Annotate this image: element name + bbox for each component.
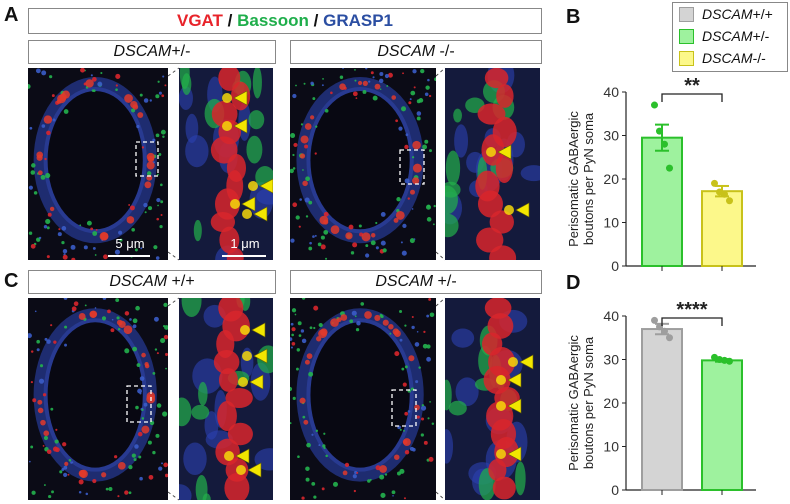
arrowhead-icon	[259, 178, 273, 194]
roi-box	[391, 389, 417, 427]
stain-title: VGAT / Bassoon / GRASP1	[28, 8, 542, 34]
micrograph-a-left-zoom	[179, 68, 273, 260]
arrowhead-icon	[253, 206, 268, 222]
chart-d: 0 10 20 30 40 Perisomatic GABAergicboutons pe…	[566, 299, 756, 498]
arrowhead-icon	[507, 446, 522, 462]
genotype-label-c-left: DSCAM +/+	[28, 270, 276, 294]
legend: DSCAM +/+ DSCAM +/- DSCAM -/-	[672, 2, 788, 72]
data-point	[651, 101, 658, 109]
arrowhead-icon	[247, 462, 262, 478]
data-point	[726, 357, 733, 365]
data-point	[721, 190, 728, 198]
data-point	[726, 197, 733, 205]
vgat-label: VGAT	[176, 11, 223, 30]
arrowhead-icon	[235, 448, 250, 464]
arrowhead-icon	[251, 322, 266, 338]
roi-box	[126, 385, 152, 423]
data-point	[661, 327, 668, 335]
arrowhead-icon	[233, 90, 248, 106]
genotype-label-a-right: DSCAM -/-	[290, 40, 542, 64]
data-point	[666, 164, 673, 172]
y-axis-label: Perisomatic GABAergicboutons per PyN som…	[566, 335, 596, 471]
data-point	[666, 334, 673, 342]
arrowhead-icon	[233, 118, 248, 134]
micrograph-c-left-zoom	[179, 298, 273, 500]
scale-label-zoom: 1 μm	[230, 236, 260, 251]
y-tick-label: 40	[603, 84, 619, 100]
roi-box	[399, 149, 425, 185]
data-point	[656, 323, 663, 331]
y-tick-label: 0	[611, 258, 619, 272]
y-tick-label: 40	[603, 308, 619, 324]
y-tick-label: 30	[603, 352, 619, 368]
arrowhead-icon	[253, 348, 268, 364]
data-point	[661, 140, 668, 148]
y-tick-label: 20	[603, 395, 619, 411]
bar	[641, 328, 683, 491]
chart-b: 0 10 20 30 40 Perisomatic GABAergicboutons pe…	[566, 75, 756, 272]
micrograph-a-right-zoom	[445, 68, 540, 260]
y-tick-label: 30	[603, 128, 619, 144]
micrograph-c-right-zoom	[445, 298, 540, 500]
arrowhead-icon	[497, 144, 512, 160]
legend-item-wt: DSCAM +/+	[673, 3, 787, 25]
green-square-icon	[679, 28, 694, 44]
bar	[641, 136, 683, 267]
panel-label-c: C	[4, 270, 19, 292]
gray-square-icon	[679, 6, 694, 22]
y-tick-label: 10	[603, 215, 619, 231]
data-point	[711, 179, 718, 187]
bar	[701, 190, 743, 267]
arrowhead-icon	[519, 354, 534, 370]
genotype-label-a-left: DSCAM+/-	[28, 40, 276, 64]
genotype-label-c-right: DSCAM +/-	[290, 270, 542, 294]
significance-label: **	[684, 75, 700, 97]
data-point	[651, 316, 658, 324]
grasp1-label: GRASP1	[323, 11, 394, 30]
micrograph-a-left-overview	[28, 68, 168, 260]
micrograph-c-left-overview	[28, 298, 168, 500]
arrowhead-icon	[241, 196, 256, 212]
micrograph-c-right-overview	[290, 298, 436, 500]
arrowhead-icon	[507, 372, 522, 388]
significance-label: ****	[676, 299, 707, 321]
significance-bracket	[661, 317, 723, 326]
arrowhead-icon	[507, 398, 522, 414]
arrowhead-icon	[249, 374, 264, 390]
y-tick-label: 0	[611, 482, 619, 498]
title-separator: /	[308, 11, 324, 30]
roi-box	[135, 141, 159, 177]
significance-bracket	[661, 93, 723, 102]
y-tick-label: 10	[603, 439, 619, 455]
panel-label-b: B	[566, 6, 581, 28]
y-axis-label: Perisomatic GABAergicboutons per PyN som…	[566, 111, 596, 247]
legend-item-ko: DSCAM -/-	[673, 47, 787, 69]
arrowhead-icon	[515, 202, 530, 218]
data-point	[656, 127, 663, 135]
scale-label-overview: 5 μm	[115, 236, 145, 251]
y-tick-label: 20	[603, 171, 619, 187]
bassoon-label: Bassoon	[237, 11, 309, 30]
panel-label-a: A	[4, 4, 19, 26]
panel-label-d: D	[566, 272, 581, 294]
yellow-square-icon	[679, 50, 694, 66]
bar	[701, 359, 743, 492]
micrograph-a-right-overview	[290, 68, 436, 260]
legend-item-het: DSCAM +/-	[673, 25, 787, 47]
title-separator: /	[222, 11, 238, 30]
